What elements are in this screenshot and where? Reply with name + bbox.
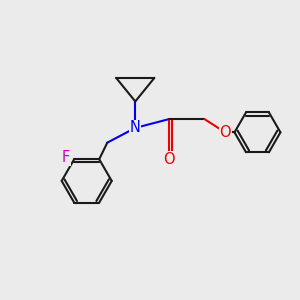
Text: F: F	[62, 150, 70, 165]
Text: O: O	[163, 152, 175, 167]
Text: O: O	[219, 125, 231, 140]
Text: N: N	[130, 120, 141, 135]
